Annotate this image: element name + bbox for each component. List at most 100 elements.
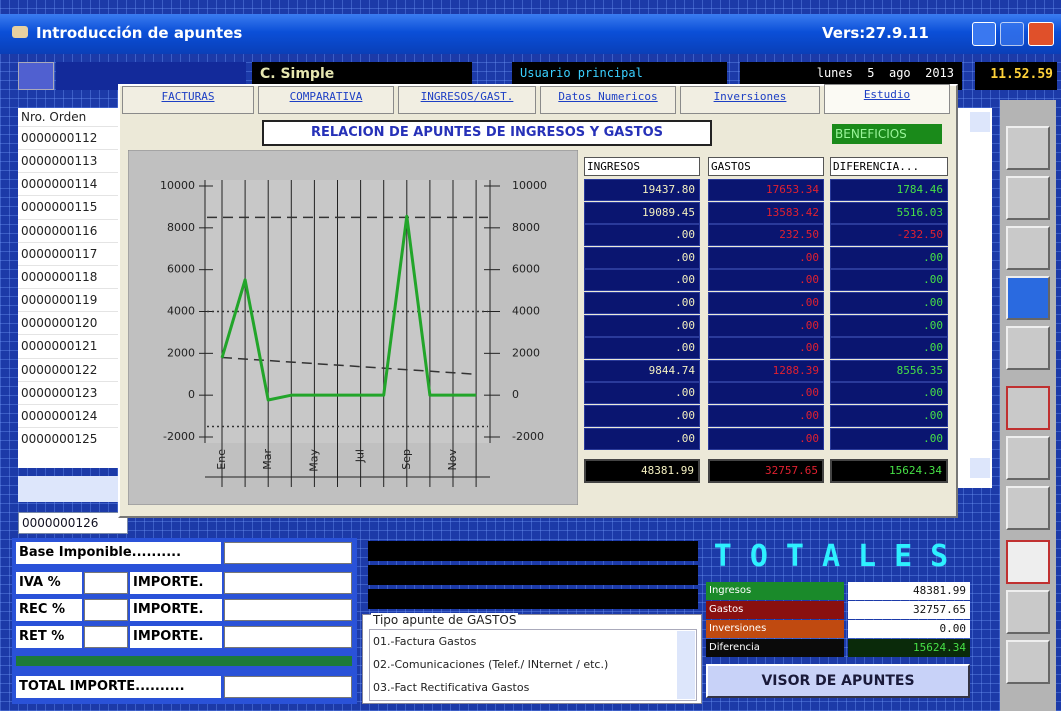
version: Vers:27.9.11: [822, 24, 929, 42]
totales-title: TOTALES: [704, 538, 976, 576]
importe-input[interactable]: [224, 599, 352, 621]
chart-icon[interactable]: [1006, 540, 1050, 584]
list-row[interactable]: 0000000122: [18, 358, 120, 380]
black-field: [368, 589, 698, 609]
list-row[interactable]: 0000000117: [18, 242, 120, 264]
gastos-title: Tipo apunte de GASTOS: [371, 613, 518, 627]
list-row[interactable]: 0000000120: [18, 311, 120, 333]
table-header: INGRESOS: [584, 157, 700, 176]
importe-input[interactable]: [224, 626, 352, 648]
tab[interactable]: FACTURAS: [122, 86, 254, 114]
list-row[interactable]: 0000000119: [18, 288, 120, 310]
table-cell: 19089.45: [584, 202, 700, 224]
table-total: 48381.99: [584, 459, 700, 483]
rate-input[interactable]: [84, 572, 128, 594]
table-header: DIFERENCIA...: [830, 157, 948, 176]
y2-tick-label: 2000: [512, 346, 540, 359]
book-icon[interactable]: [1006, 226, 1050, 270]
y-tick-label: -2000: [163, 430, 195, 443]
list-header: Nro. Orden: [21, 110, 86, 124]
table-cell: .00: [830, 315, 948, 337]
x-tick-label: Mar: [261, 449, 274, 470]
y2-tick-label: 10000: [512, 179, 547, 192]
y-tick-label: 10000: [160, 179, 195, 192]
tab[interactable]: Estudio: [824, 84, 950, 114]
table-cell: .00: [830, 382, 948, 404]
table-total: 32757.65: [708, 459, 824, 483]
table-cell: 9844.74: [584, 360, 700, 382]
base-input[interactable]: [224, 542, 352, 564]
print-icon[interactable]: [1006, 176, 1050, 220]
list-row[interactable]: 0000000112: [18, 126, 120, 148]
form: Base Imponible..........IVA %IMPORTE.REC…: [12, 538, 357, 704]
table-cell: .00: [584, 337, 700, 359]
scroll-up[interactable]: [970, 112, 990, 132]
list-row[interactable]: 0000000116: [18, 219, 120, 241]
table-cell: .00: [708, 269, 824, 291]
table-cell: 17653.34: [708, 179, 824, 201]
list-row[interactable]: 0000000125: [18, 427, 120, 449]
table-cell: .00: [584, 428, 700, 450]
separator: [16, 656, 352, 666]
search-icon[interactable]: [1006, 486, 1050, 530]
gastos-item[interactable]: 03.-Fact Rectificativa Gastos: [373, 677, 673, 699]
table-cell: 232.50: [708, 224, 824, 246]
blank-icon[interactable]: [1006, 436, 1050, 480]
tools-icon[interactable]: [1006, 386, 1050, 430]
tab[interactable]: Datos Numericos: [540, 86, 676, 114]
total-label: TOTAL IMPORTE..........: [16, 676, 221, 698]
table-cell: .00: [830, 337, 948, 359]
table-cell: .00: [830, 292, 948, 314]
gastos-item[interactable]: 02.-Comunicaciones (Telef./ INternet / e…: [373, 654, 673, 676]
table-cell: .00: [708, 315, 824, 337]
list-row[interactable]: 0000000124: [18, 404, 120, 426]
importe-input[interactable]: [224, 572, 352, 594]
list-row[interactable]: 0000000114: [18, 172, 120, 194]
rate-input[interactable]: [84, 626, 128, 648]
delete-icon[interactable]: [1006, 126, 1050, 170]
total-input[interactable]: [224, 676, 352, 698]
list-row[interactable]: 0000000115: [18, 195, 120, 217]
next-record[interactable]: 0000000126: [18, 512, 128, 534]
close-button[interactable]: [1028, 22, 1054, 46]
h-scroll[interactable]: [18, 476, 120, 502]
window-title: Introducción de apuntes: [36, 24, 242, 42]
list-row[interactable]: 0000000123: [18, 381, 120, 403]
exit-icon[interactable]: [1006, 640, 1050, 684]
visor-button[interactable]: VISOR DE APUNTES: [706, 664, 970, 698]
y2-tick-label: 4000: [512, 305, 540, 318]
tab[interactable]: INGRESOS/GAST.: [398, 86, 536, 114]
tab[interactable]: Inversiones: [680, 86, 820, 114]
y-tick-label: 6000: [167, 263, 195, 276]
list-row[interactable]: 0000000118: [18, 265, 120, 287]
calculator-icon[interactable]: [1006, 326, 1050, 370]
gastos-scroll[interactable]: [677, 631, 695, 699]
table-cell: .00: [584, 224, 700, 246]
table-cell: 5516.03: [830, 202, 948, 224]
y2-tick-label: 0: [512, 388, 519, 401]
table-cell: .00: [830, 428, 948, 450]
totales-label: Gastos: [706, 601, 844, 619]
scroll-down[interactable]: [970, 458, 990, 478]
window-icon-button[interactable]: [1006, 276, 1050, 320]
gastos-item[interactable]: 01.-Factura Gastos: [373, 631, 673, 653]
table-cell: .00: [830, 405, 948, 427]
table-cell: .00: [584, 315, 700, 337]
table-cell: .00: [830, 269, 948, 291]
x-tick-label: Sep: [400, 449, 413, 470]
list-row[interactable]: 0000000113: [18, 149, 120, 171]
table-cell: .00: [584, 292, 700, 314]
rate-input[interactable]: [84, 599, 128, 621]
table-cell: .00: [584, 269, 700, 291]
window-icon: [12, 26, 28, 38]
application: Introducción de apuntes Vers:27.9.11 C. …: [0, 0, 1061, 711]
table-cell: .00: [830, 247, 948, 269]
save-icon[interactable]: [1006, 590, 1050, 634]
list-row[interactable]: 0000000121: [18, 334, 120, 356]
minimize-button[interactable]: [972, 22, 996, 46]
x-tick-label: May: [307, 449, 320, 472]
maximize-button[interactable]: [1000, 22, 1024, 46]
tab[interactable]: COMPARATIVA: [258, 86, 394, 114]
